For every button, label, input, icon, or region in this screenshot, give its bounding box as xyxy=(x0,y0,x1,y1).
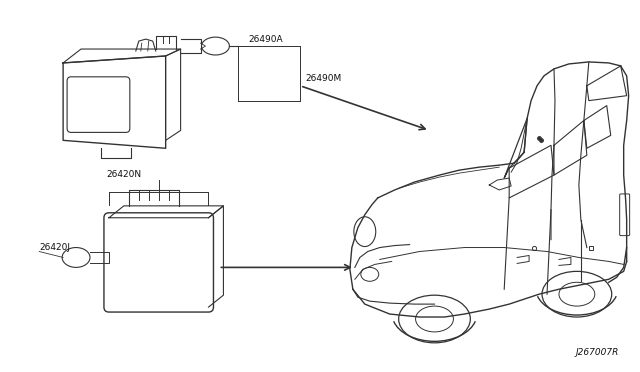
Text: 26420N: 26420N xyxy=(106,170,141,179)
Text: 26490A: 26490A xyxy=(248,35,283,44)
Text: 26490M: 26490M xyxy=(305,74,341,83)
Text: J267007R: J267007R xyxy=(575,348,619,357)
Text: 26420J: 26420J xyxy=(39,243,70,252)
